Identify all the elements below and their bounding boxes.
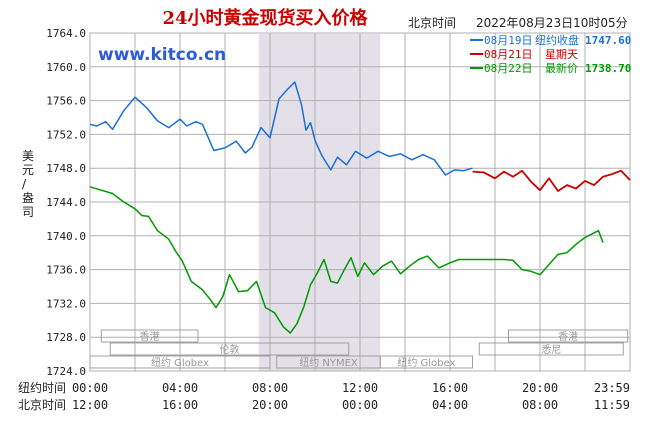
- market-session-label: 伦敦: [220, 343, 240, 356]
- legend-value: 1747.60: [585, 34, 631, 47]
- grid-lines: [89, 32, 631, 372]
- y-axis-ticks: 1764.0 1760.0 1756.0 1752.0 1748.0 1744.0 1740…: [46, 27, 86, 378]
- market-session-label: 纽约 Globex: [397, 356, 455, 369]
- legend-item-0822: 08月22日 最新价 1738.70: [470, 61, 631, 75]
- x-tick-label-ny: 00:00: [72, 381, 108, 395]
- series-line-1: [89, 81, 473, 176]
- market-session-label: 香港: [140, 331, 160, 343]
- legend-value: 1738.70: [585, 62, 631, 75]
- market-session-box: [109, 342, 350, 356]
- x-tick-label-bj: 11:59: [594, 398, 630, 412]
- legend-date: 08月19日: [484, 34, 533, 47]
- y-label-char: 盎: [22, 191, 34, 205]
- header-datetime: 2022年08月23日10时05分: [476, 16, 628, 30]
- y-tick-label: 1756.0: [46, 95, 86, 108]
- price-lines: [89, 81, 631, 334]
- market-session-label: 香港: [558, 331, 578, 343]
- x-tick-label-ny: 20:00: [522, 381, 558, 395]
- timezone-label: 北京时间: [408, 16, 456, 30]
- y-axis-label: 美元/盎司: [22, 149, 34, 219]
- watermark-url: www.kitco.cn: [98, 45, 226, 65]
- market-session-label: 纽约 Globex: [151, 356, 209, 369]
- y-tick-label: 1732.0: [46, 297, 86, 310]
- y-tick-label: 1724.0: [46, 365, 86, 378]
- x-tick-label-bj: 12:00: [72, 398, 108, 412]
- legend-label: 星期天: [545, 48, 578, 61]
- market-session-box: [100, 329, 199, 343]
- legend-item-0821: 08月21日 星期天: [470, 48, 578, 61]
- x-tick-label-bj: 16:00: [162, 398, 198, 412]
- series-line-3: [89, 186, 604, 334]
- series-line-2: [472, 169, 631, 192]
- market-session-box: [478, 342, 624, 356]
- y-tick-label: 1744.0: [46, 196, 86, 209]
- x-row2-label: 北京时间: [18, 398, 66, 412]
- y-tick-label: 1736.0: [46, 264, 86, 277]
- legend-date: 08月22日: [484, 62, 533, 75]
- chart-title: 24小时黄金现货买入价格: [162, 7, 368, 29]
- y-tick-label: 1764.0: [46, 27, 86, 40]
- x-tick-label-ny: 08:00: [252, 381, 288, 395]
- market-session-label: 纽约 NYMEX: [299, 356, 358, 369]
- x-tick-label-ny: 23:59: [594, 381, 630, 395]
- market-session-box: [379, 355, 473, 369]
- legend-date: 08月21日: [484, 48, 533, 61]
- market-session-label: 悉尼: [541, 344, 561, 356]
- y-tick-label: 1728.0: [46, 331, 86, 344]
- y-label-char: /: [22, 177, 27, 191]
- y-label-char: 司: [22, 205, 34, 219]
- x-row1-label: 纽约时间: [18, 380, 66, 395]
- y-tick-label: 1752.0: [46, 128, 86, 141]
- legend-item-0819: 08月19日 纽约收盘 1747.60: [470, 33, 631, 47]
- x-axis-ticks: 00:00 04:00 08:00 12:00 16:00 20:00 23:59 12:00…: [72, 381, 630, 412]
- market-session-box: [508, 329, 629, 343]
- x-tick-label-bj: 08:00: [522, 398, 558, 412]
- x-tick-label-ny: 12:00: [342, 381, 378, 395]
- y-tick-label: 1740.0: [46, 230, 86, 243]
- market-session-box: [89, 355, 271, 369]
- y-label-char: 美: [22, 149, 34, 163]
- y-tick-label: 1748.0: [46, 162, 86, 175]
- y-tick-label: 1760.0: [46, 61, 86, 74]
- x-tick-label-bj: 00:00: [342, 398, 378, 412]
- legend-label: 纽约收盘: [535, 33, 579, 47]
- legend: 08月19日 纽约收盘 1747.60 08月21日 星期天 08月22日 最新…: [470, 33, 631, 75]
- x-tick-label-bj: 04:00: [432, 398, 468, 412]
- y-label-char: 元: [22, 163, 34, 177]
- x-tick-label-ny: 04:00: [162, 381, 198, 395]
- legend-label: 最新价: [545, 61, 578, 75]
- x-tick-label-bj: 20:00: [252, 398, 288, 412]
- x-tick-label-ny: 16:00: [432, 381, 468, 395]
